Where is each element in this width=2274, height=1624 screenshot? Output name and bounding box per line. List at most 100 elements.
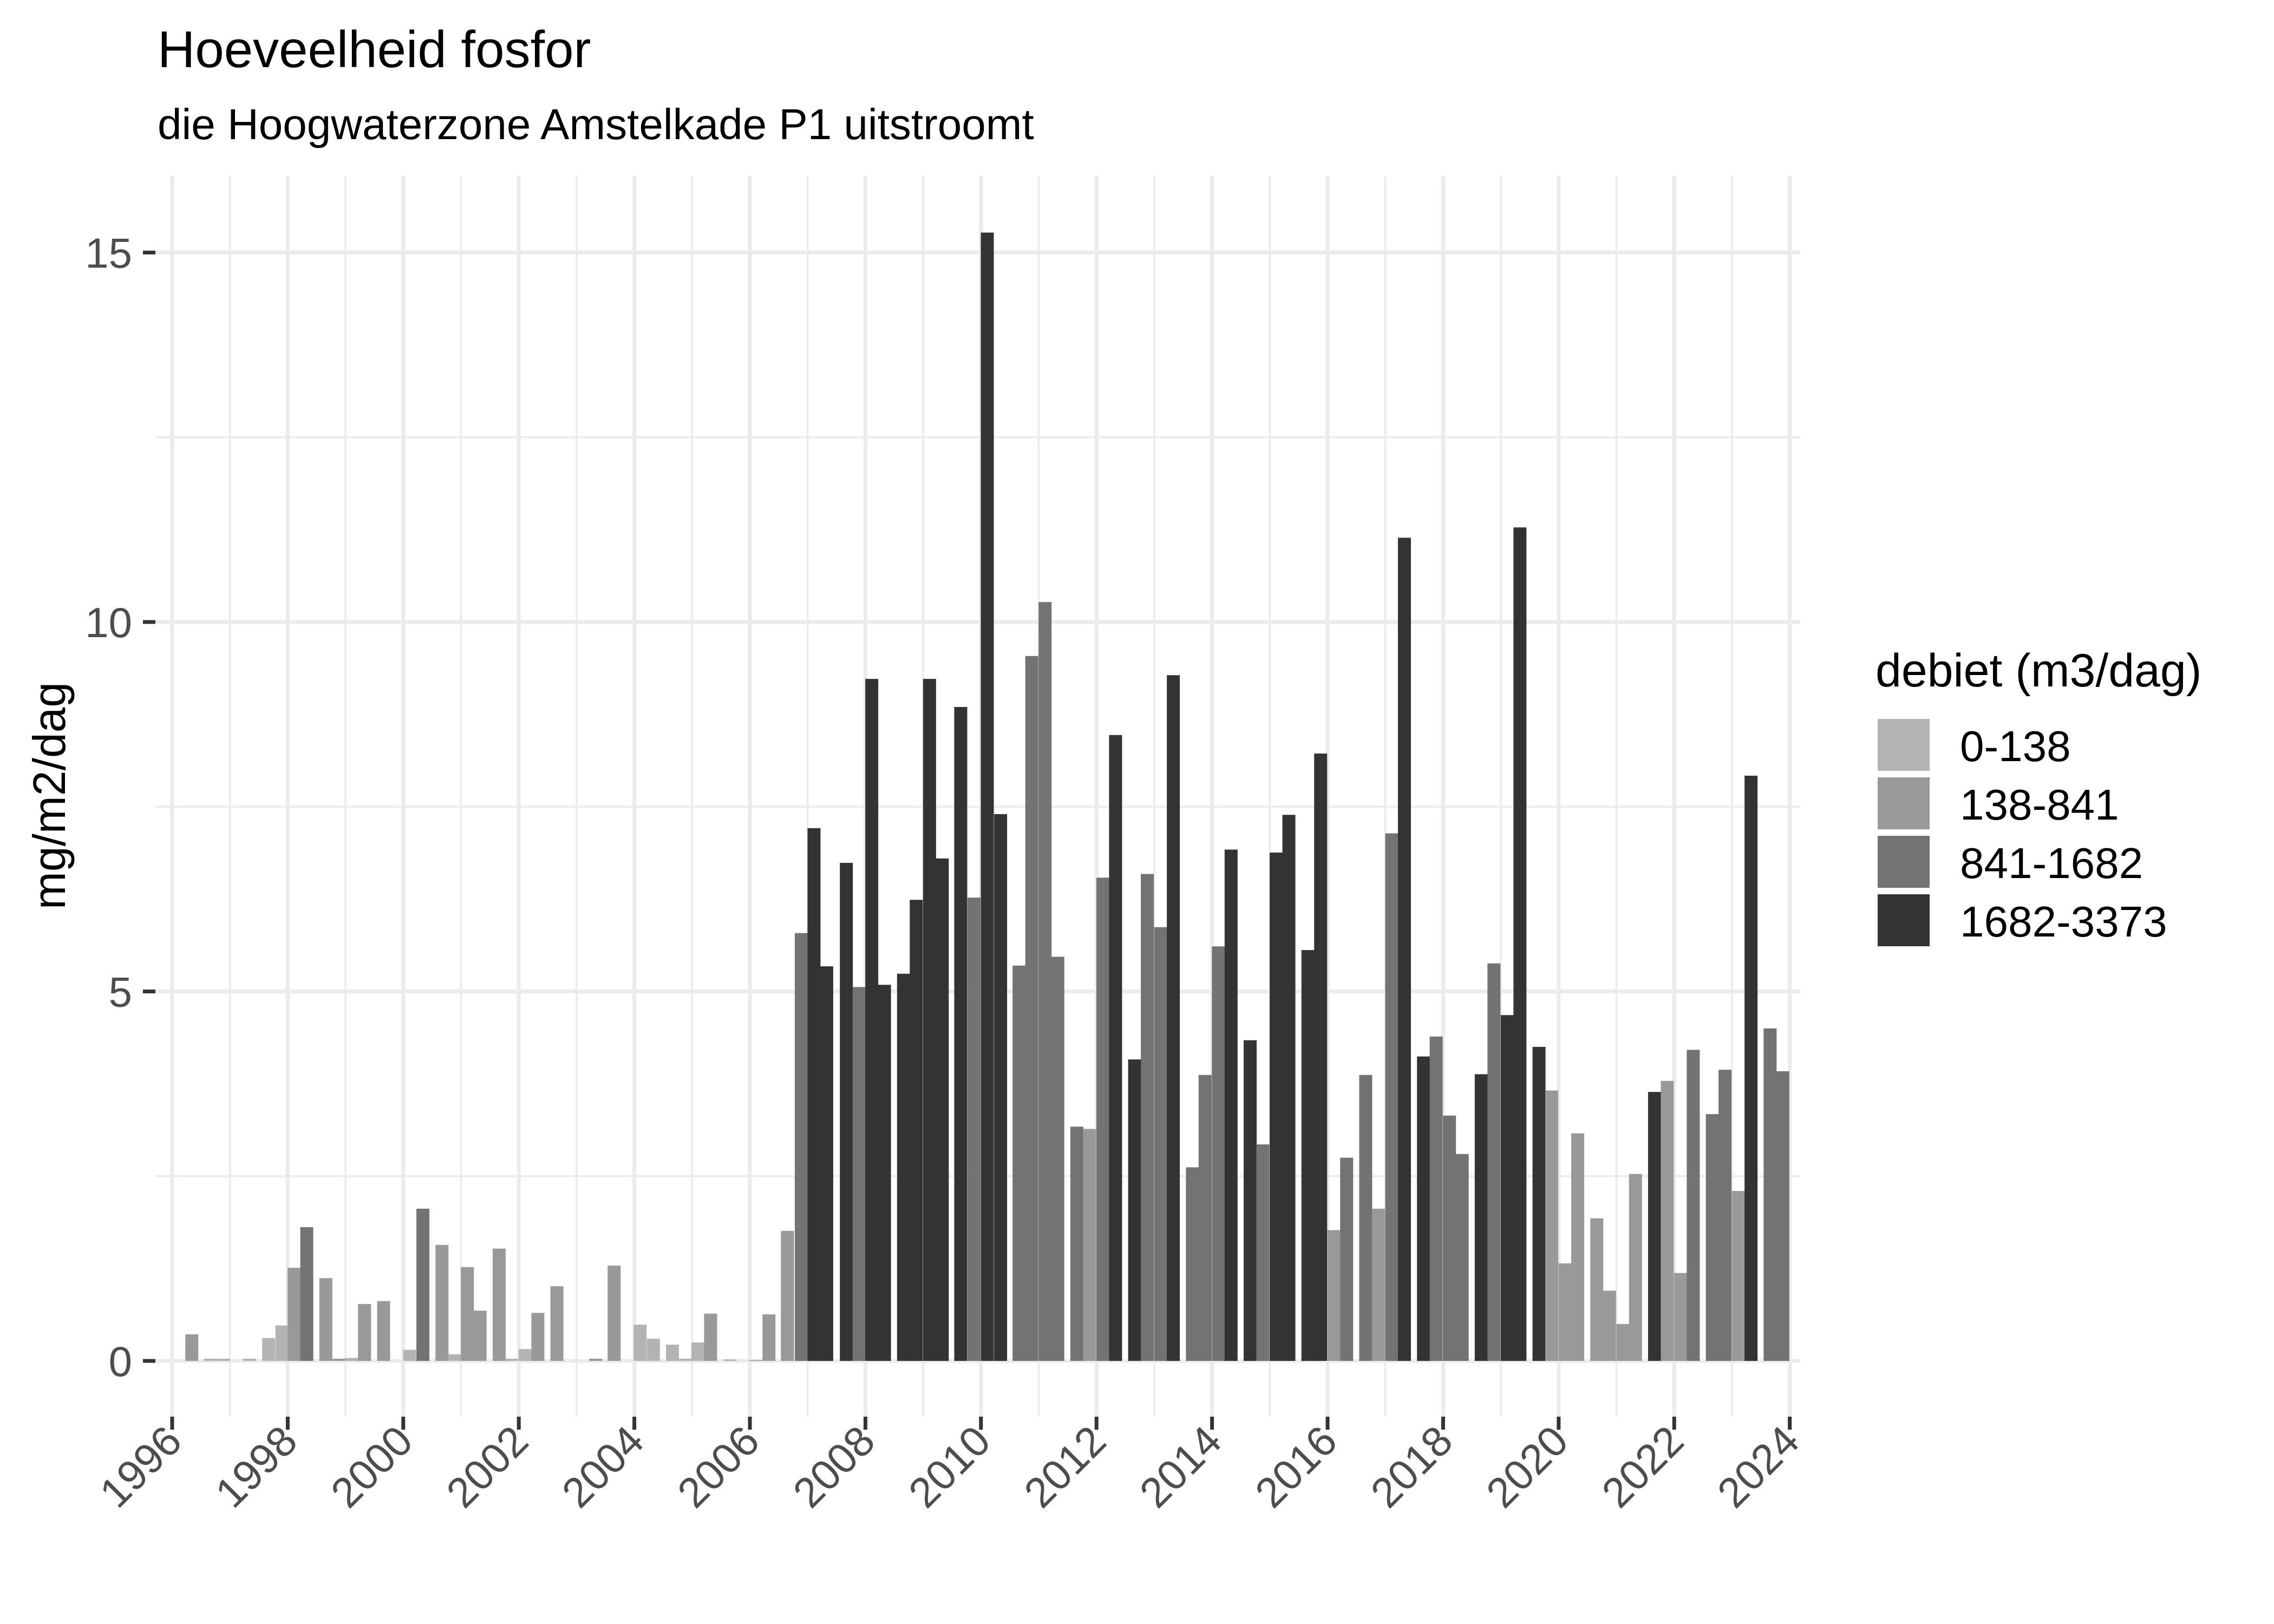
bar: [994, 814, 1008, 1361]
legend-label: 0-138: [1960, 722, 2071, 770]
bar: [954, 706, 968, 1361]
bar: [1474, 1074, 1488, 1361]
bar: [1603, 1291, 1616, 1361]
bar: [704, 1313, 717, 1361]
bar: [1012, 965, 1026, 1361]
bars: [185, 232, 1789, 1361]
bar: [1154, 927, 1167, 1361]
bar: [287, 1268, 301, 1361]
bar: [1212, 946, 1225, 1361]
bar: [403, 1350, 416, 1361]
bar: [1282, 815, 1296, 1361]
bar: [319, 1278, 332, 1361]
bar: [1429, 1036, 1443, 1361]
bar: [505, 1358, 519, 1361]
bar: [1167, 675, 1180, 1361]
bar: [531, 1313, 545, 1361]
bar: [1558, 1263, 1572, 1361]
bar: [923, 679, 936, 1361]
bar: [243, 1358, 256, 1361]
bar: [1371, 1208, 1385, 1361]
bar: [1687, 1050, 1700, 1361]
legend-label: 138-841: [1960, 781, 2119, 829]
bar: [1359, 1075, 1373, 1361]
bar: [416, 1208, 430, 1361]
bar: [691, 1342, 704, 1361]
bar: [1141, 874, 1154, 1361]
bar: [607, 1265, 621, 1361]
bar: [1718, 1070, 1732, 1361]
bar: [1443, 1115, 1456, 1361]
y-tick-label: 0: [109, 1338, 132, 1385]
legend-key-138-841: [1878, 777, 1930, 829]
bar: [1038, 602, 1052, 1361]
bar: [1487, 963, 1501, 1361]
bar: [1417, 1056, 1430, 1361]
bar: [217, 1358, 230, 1361]
bar: [1340, 1157, 1354, 1361]
bar: [461, 1267, 474, 1361]
bar: [1385, 833, 1399, 1361]
bar: [589, 1358, 603, 1361]
bar: [518, 1349, 532, 1361]
legend-key-1682-3373: [1878, 894, 1930, 946]
bar: [1186, 1167, 1199, 1361]
bar: [332, 1358, 346, 1361]
bar: [1128, 1059, 1141, 1361]
bar: [1270, 852, 1283, 1361]
y-axis-title: mg/m2/dag: [24, 682, 75, 909]
bar: [262, 1338, 276, 1361]
bar: [448, 1354, 461, 1361]
plot-panel: [155, 176, 1800, 1417]
chart-title: Hoeveelheid fosfor: [158, 21, 591, 78]
bar: [1744, 775, 1758, 1361]
bar: [1731, 1191, 1745, 1361]
bar: [550, 1286, 564, 1361]
y-tick-label: 15: [85, 230, 132, 277]
legend-label: 1682-3373: [1960, 898, 2167, 946]
bar: [1244, 1040, 1257, 1361]
bar: [473, 1311, 487, 1361]
legend-title: debiet (m3/dag): [1876, 645, 2201, 697]
bar: [633, 1325, 647, 1361]
y-tick-label: 5: [109, 968, 132, 1016]
bar: [1025, 656, 1038, 1361]
bar: [1776, 1071, 1789, 1361]
chart-subtitle: die Hoogwaterzone Amstelkade P1 uitstroo…: [158, 100, 1034, 148]
bar: [1706, 1114, 1719, 1361]
bar: [185, 1334, 199, 1361]
bar: [1545, 1090, 1558, 1361]
legend-item: 0-138: [1878, 719, 2071, 771]
bar: [345, 1358, 358, 1361]
bar: [910, 900, 923, 1361]
bar: [377, 1301, 390, 1361]
bar: [1648, 1092, 1661, 1361]
bar: [794, 933, 808, 1361]
bar: [1763, 1028, 1777, 1361]
bar: [762, 1314, 776, 1361]
bar: [678, 1358, 692, 1361]
bar: [749, 1360, 762, 1361]
bar: [1629, 1174, 1642, 1361]
legend-key-841-1682: [1878, 836, 1930, 888]
bar: [852, 987, 866, 1361]
bar: [1513, 527, 1527, 1361]
bar: [1455, 1154, 1469, 1361]
bar: [1301, 950, 1315, 1361]
bar: [300, 1227, 313, 1361]
y-tick-label: 10: [85, 599, 132, 646]
bar: [1083, 1129, 1096, 1361]
legend: debiet (m3/dag) 0-138 138-841 841-1682 1…: [1876, 645, 2201, 946]
bar: [1256, 1144, 1270, 1361]
bar: [646, 1339, 660, 1361]
bar: [840, 862, 853, 1361]
bar: [1051, 957, 1064, 1361]
bar: [1314, 753, 1328, 1361]
bar: [781, 1230, 794, 1361]
y-axis: 0 5 10 15: [85, 230, 155, 1385]
bar: [204, 1358, 217, 1361]
bar: [1327, 1230, 1341, 1361]
bar: [1109, 735, 1122, 1361]
bar: [1590, 1218, 1604, 1361]
